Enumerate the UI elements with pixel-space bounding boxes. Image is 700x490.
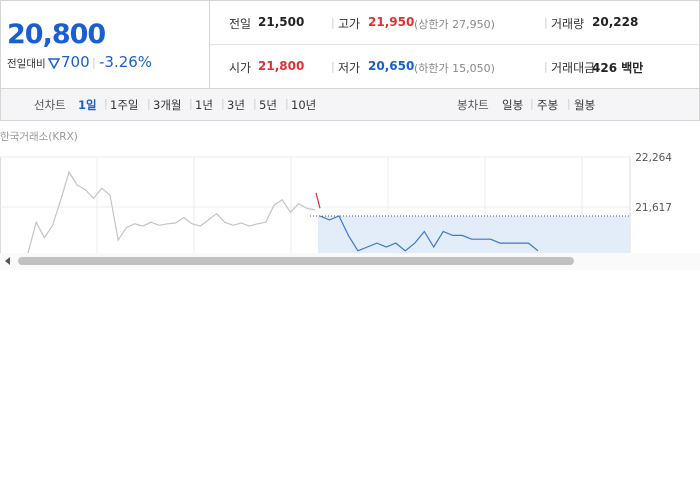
quote-box: 20,800 전일대비 700 | -3.26% 전일 21,500 | 고가 21,9…: [0, 0, 700, 89]
separator: |: [567, 97, 571, 110]
tab[interactable]: 1일: [78, 98, 97, 112]
separator: |: [331, 16, 335, 29]
tab[interactable]: 3년: [227, 98, 245, 112]
tab[interactable]: 1년: [195, 98, 213, 112]
down-arrow: [48, 58, 60, 69]
stat-label: 거래대금: [551, 61, 596, 75]
separator: |: [285, 97, 289, 110]
separator: |: [544, 60, 548, 73]
stat-label: 시가: [229, 61, 252, 75]
plot: [0, 156, 631, 253]
stat-label: 거래량: [551, 17, 585, 31]
separator: |: [104, 97, 108, 110]
change-label: 전일대비: [7, 58, 46, 70]
stat-value: 21,800: [258, 59, 305, 73]
chart: 한국거래소(KRX) 22,264 21,617: [0, 131, 700, 270]
scroll-left: [5, 257, 10, 265]
divider: [210, 44, 699, 45]
separator: |: [147, 97, 151, 110]
stat-value: 20,228: [592, 15, 639, 29]
price-line: [315, 192, 321, 209]
stat-label: 전일: [229, 17, 252, 31]
separator: |: [331, 60, 335, 73]
separator: |: [253, 97, 257, 110]
tab[interactable]: 5년: [259, 98, 277, 112]
tab[interactable]: 일봉: [502, 98, 524, 112]
scrollbar-thumb[interactable]: [18, 257, 574, 265]
area: [318, 216, 630, 253]
separator: |: [530, 97, 534, 110]
stat-note: (상한가 27,950): [414, 18, 495, 31]
change-value: 700: [61, 53, 90, 71]
stat-note: (하한가 15,050): [414, 62, 495, 75]
tab[interactable]: 주봉: [537, 98, 559, 112]
tab-bar: 선차트 1일 | 1주일 | 3개월 | 1년 | 3년 | 5년 | 10년 봉차트 일봉 | 주봉 | 월봉: [0, 88, 700, 121]
tab[interactable]: 월봉: [574, 98, 596, 112]
y-tick-label: 22,264: [635, 152, 672, 164]
separator: |: [92, 56, 96, 69]
stat-label: 저가: [338, 61, 361, 75]
tab-group-label[interactable]: 봉차트: [457, 98, 489, 112]
separator: |: [221, 97, 225, 110]
separator: |: [544, 16, 548, 29]
price-line: [27, 170, 316, 253]
tab-group-label[interactable]: 선차트: [34, 98, 66, 112]
stat-value: 21,950: [368, 15, 415, 29]
stat-value: 20,650: [368, 59, 415, 73]
current-price: 20,800: [7, 19, 106, 50]
divider: [209, 1, 210, 88]
source-label: 한국거래소(KRX): [0, 131, 78, 143]
tab[interactable]: 10년: [291, 98, 317, 112]
stat-value: 426 백만: [592, 61, 644, 75]
y-tick-label: 21,617: [635, 202, 672, 214]
stat-label: 고가: [338, 17, 361, 31]
separator: |: [189, 97, 193, 110]
stat-value: 21,500: [258, 15, 305, 29]
change-pct: -3.26%: [99, 53, 153, 71]
price-line: [319, 215, 539, 252]
tab[interactable]: 3개월: [153, 98, 182, 112]
tab[interactable]: 1주일: [110, 98, 139, 112]
